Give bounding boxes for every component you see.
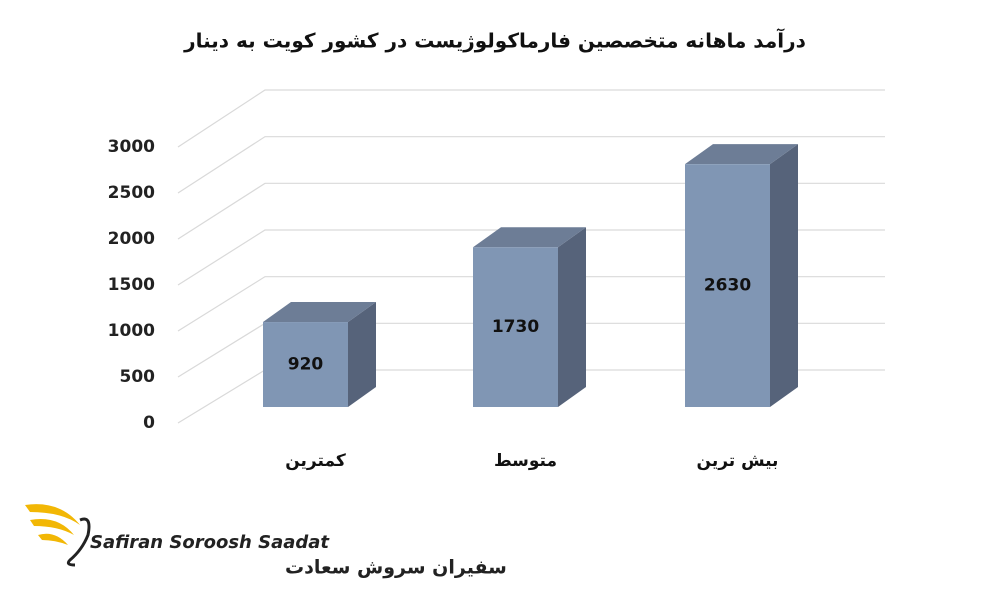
chart-title: درآمد ماهانه متخصصین فارماکولوژیست در کش… (183, 28, 806, 53)
bar-top (473, 227, 586, 248)
logo: Safiran Soroosh Saadat سفیران سروش سعادت (25, 504, 507, 579)
logo-wings (25, 504, 80, 545)
bar (473, 247, 558, 407)
bar-top (685, 144, 798, 165)
y-tick-label: 2500 (108, 183, 155, 203)
x-tick-label: کمترین (285, 451, 346, 471)
bar-side (558, 227, 586, 407)
logo-text-en: Safiran Soroosh Saadat (90, 532, 330, 553)
grid-line (177, 89, 885, 148)
y-tick-label: 2000 (108, 229, 155, 249)
grid-line (177, 182, 885, 240)
y-tick-label: 3000 (108, 137, 155, 157)
grid-line (177, 136, 885, 194)
y-tick-label: 0 (143, 413, 155, 433)
bar (263, 322, 348, 407)
bar (685, 164, 770, 407)
grid-line (177, 229, 885, 286)
y-tick-label: 1500 (108, 275, 155, 295)
y-tick-label: 1000 (108, 321, 155, 341)
bar-top (263, 302, 376, 323)
value-label: 1730 (492, 317, 539, 337)
grid-line (177, 276, 885, 332)
x-tick-label: متوسط (494, 451, 557, 471)
y-tick-label: 500 (120, 367, 156, 387)
logo-bird (66, 517, 91, 567)
value-label: 2630 (704, 276, 751, 296)
bar-side (770, 144, 798, 407)
x-tick-label: بیش ترین (697, 451, 779, 471)
value-label: 920 (288, 355, 324, 375)
bar-side (348, 302, 376, 407)
logo-text-fa: سفیران سروش سعادت (285, 557, 507, 579)
